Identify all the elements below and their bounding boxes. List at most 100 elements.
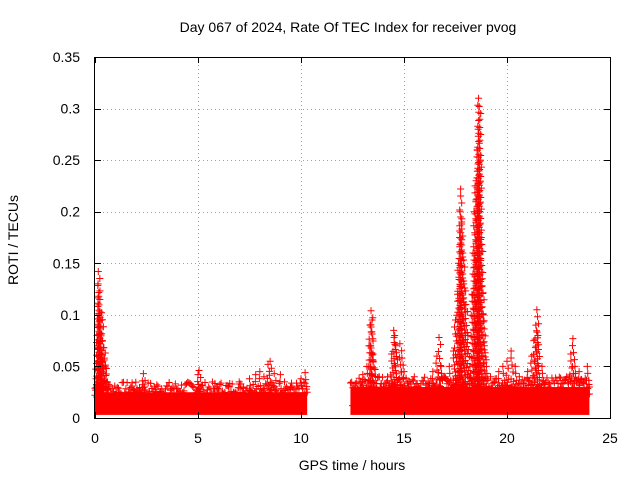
data-point bbox=[379, 383, 387, 391]
data-point bbox=[477, 234, 485, 241]
band-marker bbox=[217, 379, 225, 387]
data-point-stack bbox=[520, 390, 528, 398]
data-point-stack bbox=[266, 378, 274, 386]
data-point-stack bbox=[476, 198, 484, 206]
data-point-stack bbox=[398, 375, 406, 383]
data-point-stack bbox=[379, 390, 387, 398]
data-point bbox=[301, 369, 309, 377]
data-point bbox=[359, 371, 367, 379]
data-point bbox=[479, 311, 487, 319]
data-point-stack bbox=[397, 368, 405, 376]
data-point-stack bbox=[451, 323, 459, 331]
data-point-stack bbox=[569, 342, 576, 350]
data-point bbox=[429, 368, 437, 376]
data-point-stack bbox=[476, 136, 484, 144]
data-point bbox=[116, 399, 124, 407]
data-point-stack bbox=[479, 318, 487, 326]
data-point-stack bbox=[460, 294, 468, 302]
data-point-stack bbox=[476, 124, 484, 132]
data-point-stack bbox=[474, 101, 482, 109]
data-point bbox=[293, 385, 301, 393]
data-point-stack bbox=[458, 199, 466, 207]
data-point-stack bbox=[359, 385, 367, 393]
band-marker bbox=[351, 380, 359, 388]
band-marker bbox=[346, 379, 354, 387]
data-point-stack bbox=[482, 356, 490, 364]
data-point-stack bbox=[100, 356, 108, 364]
data-point-stack bbox=[571, 356, 578, 364]
data-point bbox=[225, 383, 233, 391]
data-point-stack bbox=[438, 369, 446, 377]
data-point-stack bbox=[435, 390, 443, 398]
data-point-stack bbox=[477, 226, 485, 234]
data-point bbox=[459, 249, 467, 257]
data-point-stack bbox=[528, 387, 536, 395]
data-point-stack bbox=[214, 392, 222, 400]
data-point-stack bbox=[367, 386, 375, 394]
y-tick-label: 0.2 bbox=[61, 204, 81, 220]
data-point-stack bbox=[467, 374, 475, 382]
data-point bbox=[475, 103, 483, 111]
data-point-stack bbox=[436, 355, 444, 363]
data-point bbox=[173, 389, 181, 397]
data-point-stack bbox=[287, 390, 295, 398]
data-point-stack bbox=[507, 354, 515, 362]
data-point-stack bbox=[585, 390, 593, 398]
data-point-stack bbox=[523, 375, 531, 383]
data-point-stack bbox=[463, 308, 471, 316]
data-point-stack bbox=[457, 365, 465, 373]
data-point-stack bbox=[267, 364, 275, 372]
data-point-stack bbox=[456, 206, 464, 214]
data-point-stack bbox=[571, 369, 579, 377]
data-point bbox=[480, 342, 488, 350]
data-point-stack bbox=[102, 392, 110, 400]
data-point-stack bbox=[533, 338, 541, 346]
data-point-stack bbox=[475, 117, 483, 125]
data-point bbox=[515, 373, 523, 381]
data-point-stack bbox=[392, 363, 400, 371]
data-point-stack bbox=[96, 275, 104, 283]
data-point bbox=[266, 357, 274, 365]
data-point bbox=[441, 373, 449, 381]
data-point-stack bbox=[460, 256, 468, 264]
data-point-stack bbox=[367, 323, 375, 331]
data-point bbox=[105, 393, 113, 401]
band-marker bbox=[435, 382, 443, 390]
data-point-stack bbox=[479, 339, 487, 347]
data-point-stack bbox=[483, 390, 491, 398]
data-point-stack bbox=[533, 380, 541, 388]
band-marker bbox=[180, 387, 188, 395]
data-point-stack bbox=[464, 345, 472, 353]
band-marker bbox=[159, 389, 167, 397]
data-point-stack bbox=[398, 347, 406, 355]
data-point-stack bbox=[432, 359, 440, 367]
data-point-stack bbox=[271, 391, 279, 399]
data-point bbox=[478, 275, 486, 283]
data-point-stack bbox=[368, 351, 376, 359]
data-point bbox=[557, 383, 565, 391]
data-point bbox=[475, 94, 483, 102]
data-point-stack bbox=[480, 296, 488, 304]
data-point bbox=[410, 373, 418, 381]
y-tick-label: 0 bbox=[72, 410, 80, 426]
data-point bbox=[396, 340, 404, 348]
data-point-stack bbox=[94, 299, 102, 307]
data-point bbox=[530, 337, 538, 345]
band-marker bbox=[147, 379, 155, 387]
data-point-stack bbox=[94, 282, 102, 290]
data-point-stack bbox=[529, 351, 537, 359]
data-point bbox=[583, 362, 591, 370]
y-tick-label: 0.15 bbox=[53, 255, 80, 271]
data-point bbox=[398, 354, 406, 362]
data-point-stack bbox=[481, 332, 489, 340]
data-point-stack bbox=[585, 376, 593, 384]
data-point-stack bbox=[441, 387, 449, 395]
data-point-stack bbox=[534, 387, 542, 395]
data-point-stack bbox=[475, 138, 483, 146]
data-point-stack bbox=[406, 392, 414, 400]
data-point-stack bbox=[475, 170, 483, 178]
band-marker bbox=[153, 381, 161, 389]
data-point-stack bbox=[479, 269, 487, 276]
